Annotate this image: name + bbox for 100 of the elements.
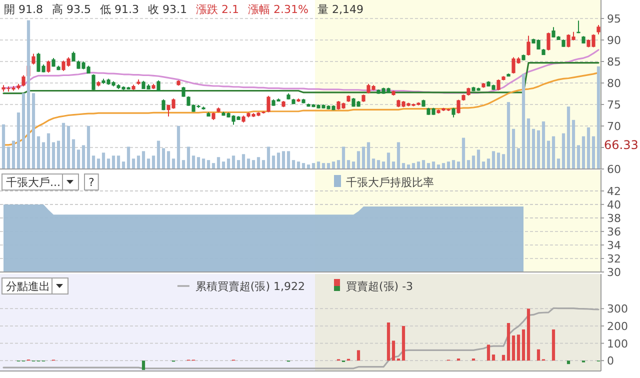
bar [596,66,600,169]
y-tick-label: 34 [607,238,621,252]
y-tick-label: 95 [607,12,621,26]
bar [216,157,220,169]
annotation: 高 93.5 [52,3,91,16]
bar [282,151,286,169]
bar [92,156,96,169]
line-series [2,72,600,146]
bar [582,136,586,169]
bar [546,140,550,169]
bar [356,151,360,169]
bar [476,150,480,169]
bar [506,323,510,361]
bar [246,158,250,169]
bar [206,160,210,169]
y-tick-label: 70 [607,120,621,133]
bar [2,124,6,169]
bar [496,152,500,169]
candlestick [456,99,460,114]
bar [32,93,36,169]
bar [196,157,200,169]
bar [46,133,50,169]
bar [186,146,190,169]
bar [252,160,256,169]
bar [462,138,466,169]
legend-label: 千張大戶持股比率 [346,176,434,189]
candlestick [22,74,26,87]
bar [272,156,276,169]
bar [446,162,450,169]
candlestick [266,95,270,113]
candlestick [526,35,530,56]
y-tick-label: 100 [607,337,628,350]
bar [592,136,596,169]
bar [502,354,506,361]
bar [332,162,336,169]
bar [522,74,526,169]
candlestick [452,107,456,118]
y-tick-label: 80 [607,76,621,90]
y-tick-label: 40 [607,198,621,212]
bar [176,126,180,169]
bar [142,360,146,370]
bar [466,160,470,169]
bar [126,146,130,169]
annotation: 千張大戶... [6,176,60,189]
y-tick-label: 0 [607,354,614,368]
candlestick [32,53,36,66]
annotation: 漲跌 2.1 [196,3,239,16]
bar [506,102,510,169]
bar [116,156,120,169]
bar [292,160,296,169]
bar [136,156,140,169]
bar [572,120,576,169]
annotation: 收 93.1 [148,3,187,16]
bar [386,152,390,169]
y-tick-label: 90 [607,34,621,47]
annotation: 分點進出 [6,280,50,293]
y-tick-label: 42 [607,184,621,198]
y-tick-label: 75 [607,98,621,112]
bar [22,93,26,169]
bar [162,148,166,169]
candlestick [546,32,550,51]
bar [586,127,590,169]
bar [232,156,236,169]
bar [512,335,516,361]
bar [422,160,426,169]
bar [542,121,546,169]
y-tick-label: 32 [607,252,621,266]
bar [276,152,280,169]
bar [566,106,570,169]
bar [16,112,20,169]
bar [382,162,386,169]
bar [132,158,136,169]
bar [376,160,380,169]
bar [52,142,56,169]
line-series [2,307,600,370]
bar [522,329,526,361]
bar [222,162,226,169]
bar [102,152,106,169]
bar [6,146,10,169]
candlestick [496,79,500,91]
bar [456,162,460,169]
y-tick-label: 300 [607,302,628,316]
bar [486,344,490,361]
bar [482,162,486,169]
bar [492,354,496,361]
bar [266,146,270,169]
bar [236,160,240,169]
bar [562,133,566,169]
bar [552,136,556,169]
bar [532,128,536,169]
bar [372,158,376,169]
bar [396,142,400,169]
bar [516,334,520,361]
bar [156,140,160,169]
bar [146,158,150,169]
bar [316,162,320,169]
candlestick [72,51,76,62]
candlestick [92,74,96,90]
bar [526,118,530,169]
bar [352,162,356,169]
